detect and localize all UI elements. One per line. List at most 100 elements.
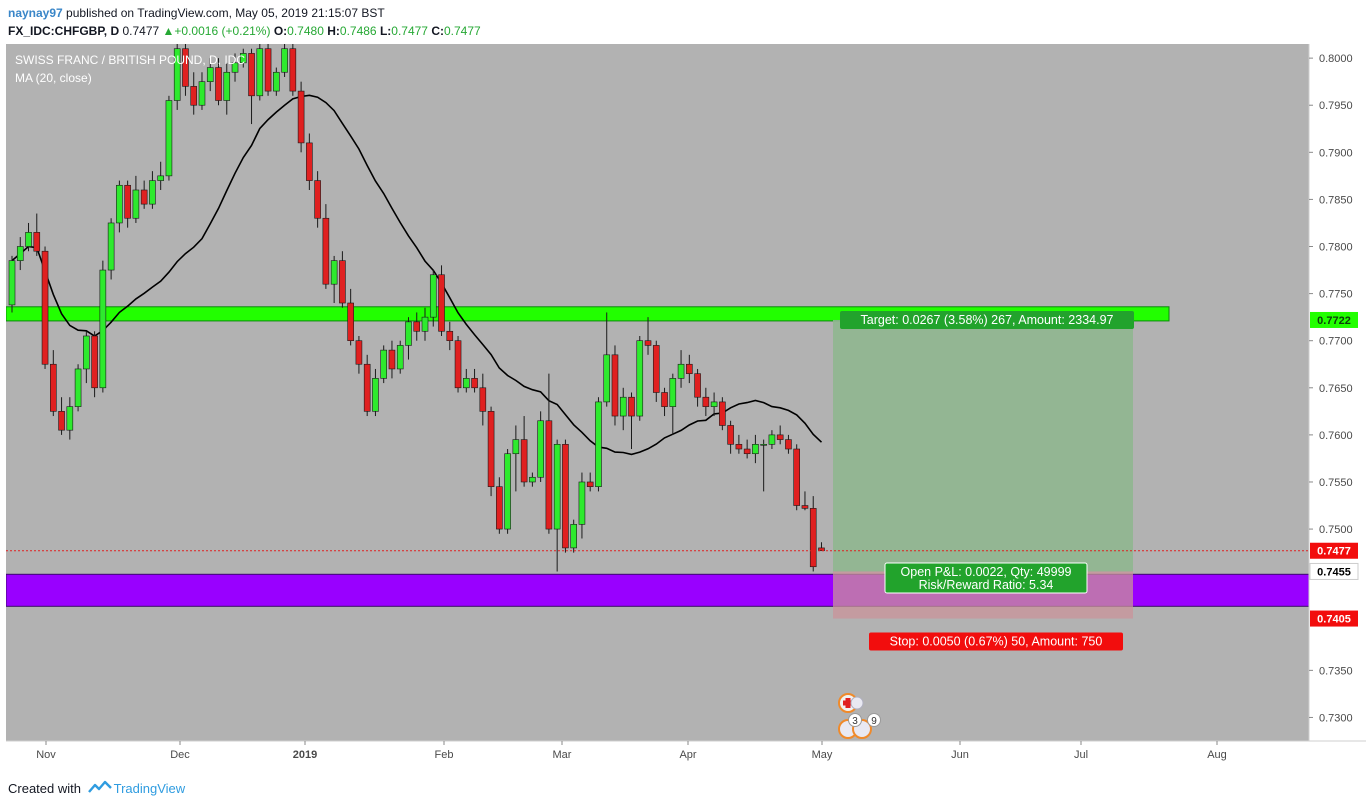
candle-body [636,340,644,417]
candle-body [306,142,313,181]
candle [570,519,577,553]
candle-body [710,401,718,407]
candle-body [603,354,611,403]
candle [347,288,354,346]
candle [182,44,189,96]
candle [281,44,288,77]
candle-body [355,340,363,365]
stop-label-box [869,632,1123,651]
candle-body [149,180,156,205]
candle [619,387,627,431]
candle [702,387,710,417]
candle [223,62,231,115]
candle [66,397,74,440]
candle [785,434,792,454]
candle [413,312,421,341]
candle [99,260,107,393]
price-tick-label: 0.7350 [1319,665,1353,677]
candle-body [520,439,528,483]
up-arrow-icon: ▲ [162,24,175,38]
candle [562,439,569,553]
candle [496,477,503,534]
candle-body [248,53,255,97]
time-axis [6,741,1366,770]
pnl-label-box [884,562,1088,594]
legend-indicator: MA (20, close) [15,71,92,85]
publish-line: naynay97 published on TradingView.com, M… [8,4,1368,22]
candle-body [239,53,247,64]
candle-body [529,476,536,483]
tradingview-logo-icon [87,780,112,800]
candle [429,270,437,327]
candle-body [496,486,503,530]
candle [116,180,123,233]
candle-body [8,260,16,306]
candle-body [809,508,817,568]
candle [578,472,586,539]
time-tick-label: Jul [1074,749,1088,761]
candle-body [652,345,660,393]
swiss-flag-cross-icon [843,700,853,706]
candle [363,354,371,417]
symbol-label: FX_IDC:CHFGBP, D [8,24,120,38]
price-tick-label: 0.7850 [1319,194,1353,206]
candle [173,44,181,110]
candle-body [669,378,677,407]
candle-body [801,505,809,509]
candle-body [578,481,586,525]
candle-body [116,184,123,224]
candle [446,321,454,351]
open-value: 0.7480 [287,24,324,38]
price-chart[interactable]: 3 9 Target: 0.0267 (3.58%) 267, Amount: 2… [5,44,1366,770]
candle [686,354,693,384]
candle [339,251,346,308]
candle [793,444,801,511]
candle-body [297,90,305,144]
axis-price-label-box [1310,311,1358,328]
chart-container[interactable]: 3 9 Target: 0.0267 (3.58%) 267, Amount: 2… [5,44,1366,770]
candle [198,72,206,110]
candle [768,430,776,450]
candle [256,44,264,101]
axis-price-label-text: 0.7455 [1317,566,1351,578]
price-axis [1309,44,1366,770]
candle [239,48,247,68]
candle-body [107,222,115,271]
candle [462,368,470,393]
candle-body [182,48,189,87]
candle-body [686,363,693,374]
candle-body [339,260,346,304]
candle [372,368,379,417]
author-link[interactable]: naynay97 [8,6,63,20]
candle [190,72,198,115]
candle-body [570,524,577,549]
candle [471,368,478,393]
time-tick-label: May [812,749,833,761]
candle-body [586,481,594,487]
tradingview-brand-link[interactable]: TradingView [113,781,186,796]
candle [264,44,272,96]
time-tick-label: Aug [1207,749,1227,761]
candle-body [33,232,41,252]
candle [743,439,751,459]
price-tick-label: 0.7750 [1319,289,1353,301]
target-label-box [840,310,1134,329]
axis-price-label: 0.7405 [1310,610,1358,627]
candle [330,255,338,304]
candle-body [16,246,24,261]
time-tick-label: 2019 [293,749,317,761]
candle-body [363,363,371,412]
candle-body [785,439,792,450]
candle-body [694,373,701,398]
candle-body [289,48,297,92]
axis-price-label-box [1310,610,1358,627]
candle [132,175,140,223]
candle [165,95,173,181]
price-tick-label: 0.7900 [1319,147,1353,159]
low-label: L: [379,24,392,38]
time-tick-label: Feb [435,749,454,761]
candle [760,439,767,492]
candle-body [595,401,602,487]
candle [25,222,32,252]
candle [380,345,388,384]
